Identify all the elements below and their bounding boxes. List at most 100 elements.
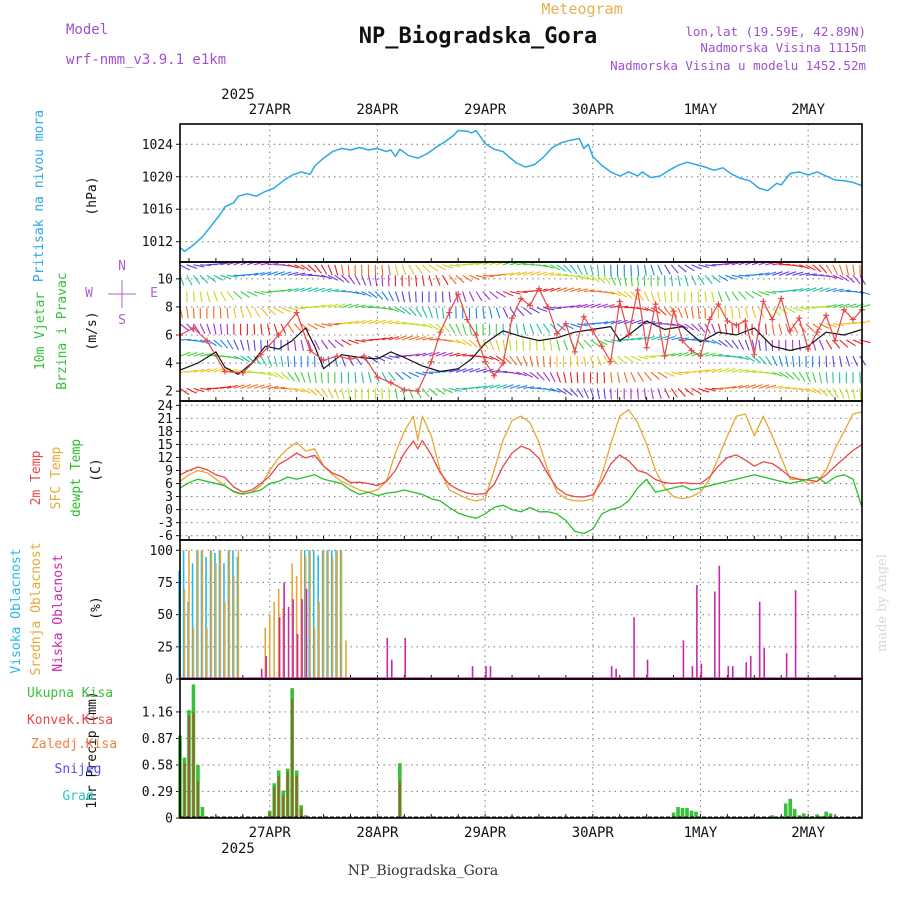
wind-gust-point: [814, 329, 821, 336]
wind-gust-point: [589, 327, 596, 334]
wind-barb: [630, 337, 642, 341]
wind-barb: [670, 264, 679, 274]
wind-barb: [569, 372, 573, 384]
wind-barb: [657, 291, 661, 303]
wind-barb: [192, 291, 195, 303]
wind-barb: [549, 323, 559, 333]
wind-barb: [354, 290, 366, 296]
wind-barb: [213, 339, 223, 348]
wind-barb: [664, 371, 676, 377]
y-tick-label: 25: [157, 640, 173, 655]
wind-barb: [247, 291, 258, 297]
wind-barb: [745, 384, 756, 389]
wind-gust-point: [221, 368, 228, 375]
wind-barb: [267, 371, 278, 378]
wind-gust-point: [742, 317, 749, 324]
wind-barb: [307, 372, 312, 384]
wind-barb: [422, 371, 434, 375]
precip-conv-bar: [277, 775, 280, 818]
wind-barb: [327, 339, 337, 349]
wind-barb: [395, 321, 407, 325]
wind-barb: [677, 351, 689, 357]
wind-barb: [556, 264, 567, 272]
wind-barb: [798, 339, 801, 351]
wind-barb: [509, 339, 512, 351]
wind-barb: [192, 307, 195, 319]
wind-barb: [422, 337, 434, 341]
wind-barb: [280, 271, 292, 276]
footer-station: NP_Biogradska_Gora: [348, 863, 499, 879]
wind-barb: [738, 355, 750, 361]
wind-barb: [475, 385, 488, 389]
wind-gust-point: [401, 386, 408, 393]
wind-barb: [799, 272, 811, 276]
wind-barb: [731, 355, 743, 359]
wind-barb: [287, 339, 289, 351]
wind-barb: [408, 264, 415, 275]
wind-barb: [818, 339, 825, 351]
wind-barb: [610, 275, 616, 286]
wind-barb: [354, 372, 357, 384]
wind-gust-point: [347, 355, 354, 362]
wind-unit: (m/s): [85, 311, 100, 350]
wind-barb: [744, 339, 750, 351]
wind-barb: [388, 291, 395, 302]
wind-barb: [415, 371, 427, 376]
wind-barb: [589, 388, 595, 399]
wind-barb: [825, 388, 834, 398]
wind-barb: [219, 339, 229, 349]
wind-barb: [630, 291, 639, 301]
wind-barb: [307, 287, 319, 293]
wind-ylabel-line1: 10m Vjetar: [33, 292, 48, 370]
dewpt-line: [179, 474, 863, 535]
wind-barb: [758, 355, 767, 365]
wind-barb: [583, 303, 595, 309]
wind-barb: [744, 307, 749, 319]
wind-barb: [422, 352, 433, 357]
wind-barb: [543, 264, 555, 269]
wind-barb: [805, 273, 817, 276]
wind-barb: [563, 387, 573, 396]
wind-barb: [616, 372, 621, 384]
y-tick-label: 0: [165, 503, 173, 518]
wind-barb: [630, 371, 636, 383]
wind-barb: [516, 307, 525, 317]
wind-barb: [630, 275, 633, 287]
wind-barb: [859, 264, 861, 276]
wind-barb: [253, 384, 265, 389]
wind-barb: [394, 388, 398, 400]
wind-barb: [428, 275, 433, 287]
wind-barb: [206, 291, 211, 303]
wind-barb: [758, 272, 770, 276]
wind-barb: [301, 273, 313, 276]
wind-barb: [516, 271, 528, 276]
wind-barb: [785, 371, 795, 380]
wind-barb: [590, 339, 600, 347]
wind-barb: [603, 320, 615, 325]
y-tick-label: -3: [157, 516, 173, 531]
wind-gust-point: [679, 337, 686, 344]
wind-barb: [408, 353, 420, 357]
wind-barb: [576, 288, 588, 293]
wind-barb: [220, 274, 232, 280]
temp-2m-line: [179, 439, 863, 498]
wind-barb: [469, 262, 481, 266]
wind-barb: [819, 305, 831, 309]
bottom-date-label: 1MAY: [684, 825, 718, 841]
wind-barb: [388, 307, 400, 313]
wind-barb: [435, 275, 441, 286]
wind-barb: [428, 323, 439, 331]
wind-barb: [227, 274, 239, 278]
wind-barb: [489, 291, 499, 300]
wind-gust-point: [553, 330, 560, 337]
wind-barb: [684, 307, 689, 319]
wind-barb: [718, 339, 728, 347]
wind-barb: [442, 387, 453, 394]
precip-total-bars: [178, 684, 833, 818]
wind-barb: [670, 388, 678, 398]
wind-barb: [368, 291, 378, 299]
model-altitude-label: Nadmorska Visina u modelu 1452.52m: [610, 58, 866, 73]
wind-barb: [563, 305, 575, 309]
cloud-ylabel-1: Srednja Oblacnost: [29, 542, 44, 675]
